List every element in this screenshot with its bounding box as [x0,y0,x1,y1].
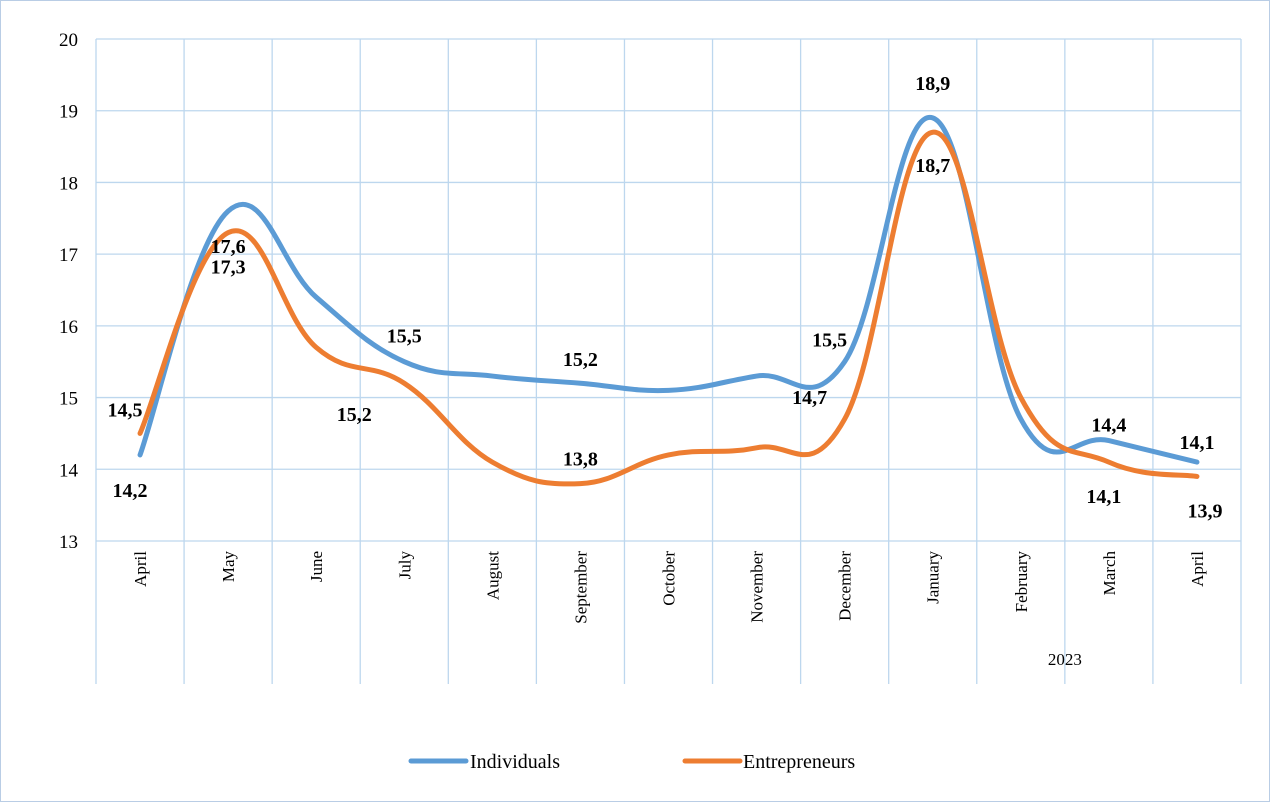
series-line-entrepreneurs [137,129,1200,487]
data-label-entrepreneurs: 14,7 [792,387,827,409]
y-tick-label: 13 [59,532,78,553]
y-tick-label: 15 [59,389,78,410]
x-tick-label: April [1188,551,1207,587]
x-tick-label: January [924,551,943,604]
data-label-individuals: 18,9 [915,73,950,95]
data-label-individuals: 15,5 [812,330,847,352]
x-tick-label: March [1100,551,1119,596]
data-label-individuals: 15,5 [387,326,422,348]
x-tick-label: April [131,551,150,587]
x-tick-label: November [748,551,767,623]
data-label-individuals: 17,6 [211,236,246,258]
x-tick-label: May [219,551,238,583]
y-tick-label: 18 [59,173,78,194]
legend-label-entrepreneurs: Entrepreneurs [743,751,855,773]
data-label-entrepreneurs: 14,5 [108,399,143,421]
data-label-individuals: 15,2 [563,349,598,371]
y-tick-label: 17 [59,245,78,266]
x-tick-label: July [395,551,414,580]
data-label-individuals: 14,1 [1179,432,1214,454]
x-tick-label: December [836,551,855,621]
year-group-label: 2023 [1048,650,1082,669]
data-label-entrepreneurs: 14,1 [1086,486,1121,508]
data-label-entrepreneurs: 13,8 [563,449,598,471]
y-tick-label: 20 [59,30,78,51]
data-label-individuals: 14,2 [113,480,148,502]
x-tick-label: August [483,551,502,600]
legend-label-individuals: Individuals [470,751,560,773]
data-label-entrepreneurs: 15,2 [337,404,372,426]
data-label-individuals: 14,4 [1091,415,1126,437]
series-line-individuals [137,115,1200,465]
x-tick-label: June [307,551,326,582]
data-label-entrepreneurs: 17,3 [211,257,246,279]
x-tick-label: February [1012,551,1031,613]
x-tick-label: October [660,551,679,606]
data-label-entrepreneurs: 18,7 [915,155,950,177]
y-tick-label: 16 [59,317,78,338]
y-tick-label: 19 [59,102,78,123]
data-label-entrepreneurs: 13,9 [1187,500,1222,522]
x-tick-label: September [571,551,590,624]
y-tick-label: 14 [59,460,79,481]
